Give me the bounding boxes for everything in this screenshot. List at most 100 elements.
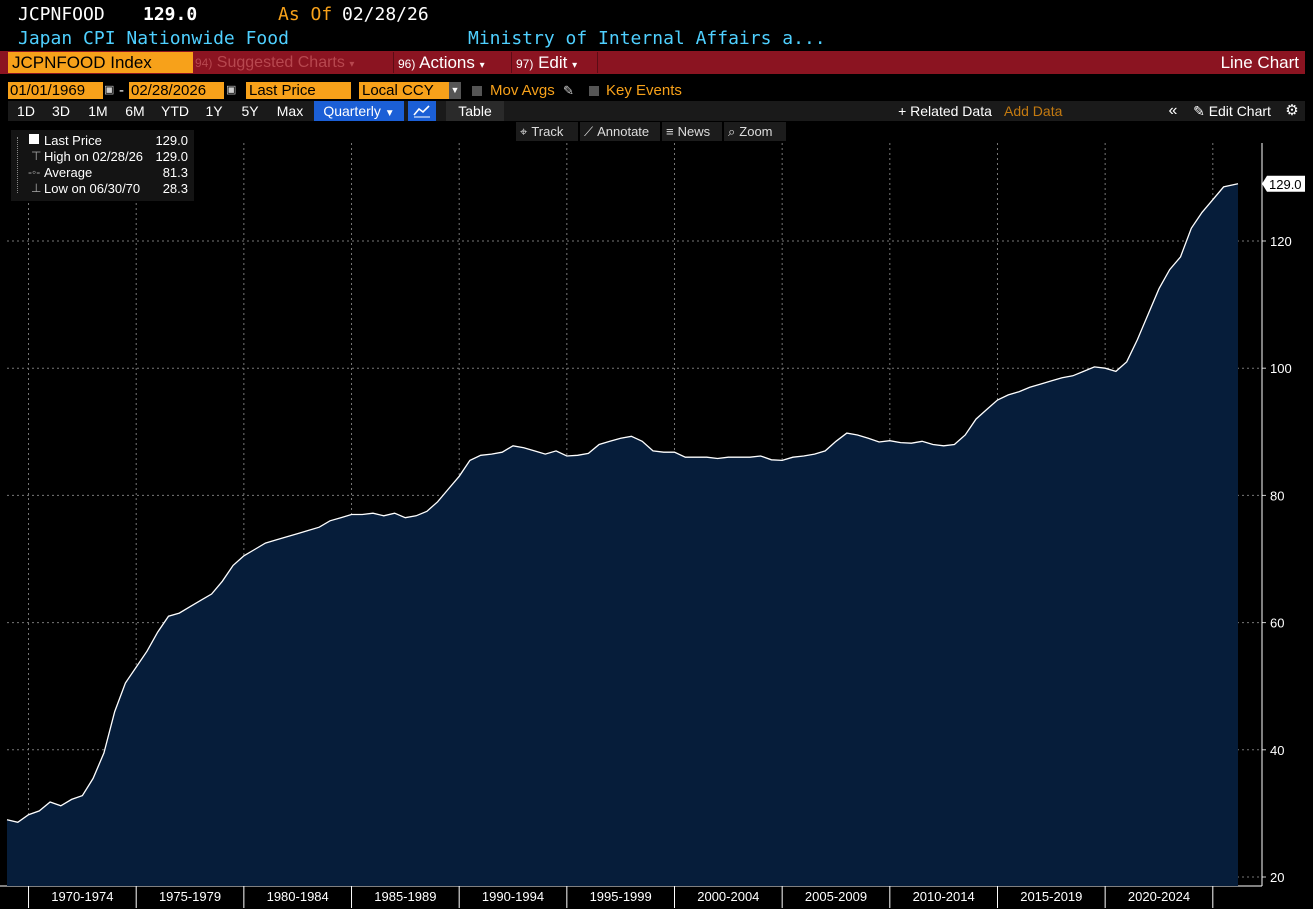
search-icon: ⌕ — [728, 124, 736, 139]
y-tick-label: 100 — [1270, 361, 1292, 376]
edit-chart-button[interactable]: ✎ Edit Chart — [1186, 101, 1278, 121]
period-6m[interactable]: 6M — [118, 101, 152, 121]
y-tick-label: 20 — [1270, 870, 1284, 885]
legend-average-value: 81.3 — [162, 165, 188, 180]
x-tick-label: 1970-1974 — [51, 889, 113, 904]
actions-num: 96) — [398, 57, 416, 71]
as-of-date: 02/28/26 — [342, 4, 429, 25]
line-chart-icon[interactable] — [408, 101, 436, 121]
chevron-down-icon: ▾ — [572, 60, 578, 71]
chevron-down-icon: ▾ — [349, 59, 355, 70]
edit-num: 97) — [516, 57, 534, 71]
high-marker-icon: ⊤ — [31, 149, 42, 163]
x-tick-label: 2010-2014 — [913, 889, 975, 904]
related-data-button[interactable]: + Related Data — [893, 101, 997, 121]
annotate-tool[interactable]: ⟋ Annotate — [580, 122, 660, 141]
security-field[interactable]: JCPNFOOD Index — [8, 52, 193, 73]
source-name: Ministry of Internal Affairs a... — [468, 28, 826, 49]
edit-label: Edit — [538, 53, 568, 72]
legend-high-value: 129.0 — [155, 149, 188, 164]
average-marker-icon: -◦- — [28, 165, 41, 179]
track-tool[interactable]: ⌖ Track — [516, 122, 578, 141]
chart-legend: Last Price 129.0 ⊤ High on 02/28/26 129.… — [11, 130, 194, 201]
legend-last-price-label: Last Price — [44, 133, 102, 148]
x-tick-label: 1995-1999 — [590, 889, 652, 904]
mov-avgs-checkbox[interactable] — [472, 86, 482, 96]
chevron-down-icon[interactable]: ▼ — [449, 82, 461, 99]
legend-low-label: Low on 06/30/70 — [44, 181, 141, 196]
crosshair-icon: ⌖ — [520, 124, 528, 139]
frequency-label: Quarterly — [323, 103, 381, 119]
list-icon: ≡ — [666, 124, 674, 139]
chevron-down-icon: ▼ — [384, 108, 395, 119]
suggested-num: 94) — [195, 56, 213, 70]
divider — [597, 52, 598, 73]
frequency-select[interactable]: Quarterly ▼ — [314, 101, 404, 121]
low-marker-icon: ⊥ — [31, 181, 42, 195]
actions-button[interactable]: 96) Actions ▾ — [398, 52, 508, 73]
x-tick-label: 1975-1979 — [159, 889, 221, 904]
divider — [393, 52, 394, 73]
x-tick-label: 1985-1989 — [374, 889, 436, 904]
period-5y[interactable]: 5Y — [232, 101, 268, 121]
period-1y[interactable]: 1Y — [198, 101, 230, 121]
period-3d[interactable]: 3D — [44, 101, 78, 121]
news-label: News — [677, 124, 711, 139]
ticker: JCPNFOOD — [18, 4, 105, 25]
period-1m[interactable]: 1M — [80, 101, 116, 121]
pencil-icon: ⟋ — [584, 124, 594, 139]
zoom-label: Zoom — [739, 124, 773, 139]
key-events-label: Key Events — [606, 82, 682, 99]
start-date-input[interactable]: 01/01/1969 — [8, 82, 103, 99]
end-date-input[interactable]: 02/28/2026 — [129, 82, 224, 99]
last-value-tag — [1262, 175, 1305, 192]
actions-label: Actions — [419, 53, 475, 72]
calendar-icon[interactable]: ▣ — [226, 84, 237, 96]
y-tick-label: 60 — [1270, 616, 1284, 631]
collapse-icon[interactable]: « — [1163, 101, 1183, 121]
legend-average-label: Average — [44, 165, 93, 180]
news-tool[interactable]: ≡ News — [662, 122, 722, 141]
pencil-icon[interactable]: ✎ — [563, 83, 574, 98]
legend-last-price-value: 129.0 — [155, 133, 188, 148]
x-tick-label: 2015-2019 — [1020, 889, 1082, 904]
chevron-down-icon: ▾ — [479, 60, 485, 71]
field-select[interactable]: Last Price — [246, 82, 351, 99]
as-of-label: As Of — [278, 4, 333, 25]
divider — [511, 52, 512, 73]
calendar-icon[interactable]: ▣ — [104, 84, 115, 96]
x-tick-label: 2020-2024 — [1128, 889, 1190, 904]
last-value: 129.0 — [143, 4, 198, 25]
x-tick-label: 2005-2009 — [805, 889, 867, 904]
legend-low-value: 28.3 — [162, 181, 188, 196]
y-tick-label: 40 — [1270, 743, 1284, 758]
security-description: Japan CPI Nationwide Food — [18, 28, 289, 49]
chart-type-label[interactable]: Line Chart — [1220, 53, 1299, 72]
date-separator: - — [119, 82, 124, 99]
zoom-tool[interactable]: ⌕ Zoom — [724, 122, 786, 141]
key-events-checkbox[interactable] — [589, 86, 599, 96]
series-area — [7, 183, 1238, 887]
edit-menu-button[interactable]: 97) Edit ▾ — [516, 52, 596, 73]
currency-select[interactable]: Local CCY — [359, 82, 450, 99]
table-button[interactable]: Table — [446, 101, 504, 121]
suggested-label: Suggested Charts — [216, 54, 345, 71]
legend-tree-line — [17, 137, 26, 193]
last-price-swatch — [29, 134, 39, 144]
series-line — [6, 183, 1239, 823]
x-tick-label: 1990-1994 — [482, 889, 544, 904]
annotate-label: Annotate — [597, 124, 650, 139]
mov-avgs-label: Mov Avgs — [490, 82, 555, 99]
period-ytd[interactable]: YTD — [154, 101, 196, 121]
track-label: Track — [531, 124, 564, 139]
period-max[interactable]: Max — [270, 101, 310, 121]
last-value-label: 129.0 — [1269, 177, 1302, 192]
add-data-input[interactable]: Add Data — [1002, 101, 1160, 121]
suggested-charts-button[interactable]: 94) Suggested Charts ▾ — [195, 52, 391, 73]
gear-icon[interactable]: ⚙ — [1282, 101, 1302, 121]
y-tick-label: 80 — [1270, 488, 1284, 503]
y-tick-label: 120 — [1270, 234, 1292, 249]
main-toolbar — [0, 51, 1305, 74]
period-1d[interactable]: 1D — [10, 101, 42, 121]
